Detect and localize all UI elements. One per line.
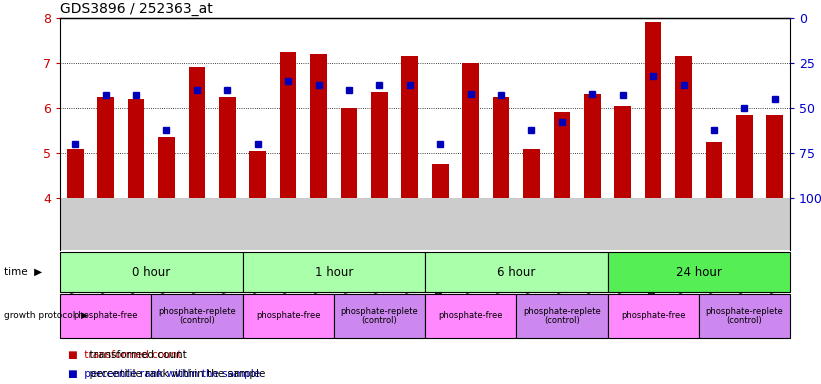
Bar xyxy=(280,52,296,198)
Bar xyxy=(341,108,357,198)
Bar xyxy=(97,97,114,198)
Bar xyxy=(242,252,425,292)
Text: phosphate-free: phosphate-free xyxy=(621,311,686,321)
Bar xyxy=(553,113,571,198)
Text: GDS3896 / 252363_at: GDS3896 / 252363_at xyxy=(60,2,213,16)
Bar xyxy=(608,294,699,338)
Bar xyxy=(493,97,509,198)
Text: time  ▶: time ▶ xyxy=(4,267,42,277)
Bar xyxy=(614,106,631,198)
Text: 24 hour: 24 hour xyxy=(676,265,722,278)
Bar xyxy=(401,56,418,198)
Bar xyxy=(462,63,479,198)
Bar xyxy=(523,149,540,198)
Bar xyxy=(705,142,722,198)
Bar xyxy=(516,294,608,338)
Text: phosphate-replete
(control): phosphate-replete (control) xyxy=(705,307,783,325)
Bar xyxy=(67,149,84,198)
Text: 1 hour: 1 hour xyxy=(314,265,353,278)
Text: ■  percentile rank within the sample: ■ percentile rank within the sample xyxy=(68,369,260,379)
Bar xyxy=(736,115,753,198)
Text: phosphate-free: phosphate-free xyxy=(73,311,138,321)
Text: phosphate-replete
(control): phosphate-replete (control) xyxy=(523,307,601,325)
Bar xyxy=(675,56,692,198)
Bar xyxy=(334,294,425,338)
Text: transformed count: transformed count xyxy=(83,350,186,360)
Bar xyxy=(242,294,334,338)
Bar xyxy=(219,97,236,198)
Bar xyxy=(425,294,516,338)
Bar xyxy=(60,294,151,338)
Text: growth protocol  ▶: growth protocol ▶ xyxy=(4,311,88,321)
Bar xyxy=(699,294,790,338)
Bar xyxy=(128,99,144,198)
Text: percentile rank within the sample: percentile rank within the sample xyxy=(83,369,265,379)
Bar xyxy=(608,252,790,292)
Bar xyxy=(189,68,205,198)
Bar xyxy=(432,164,448,198)
Text: 6 hour: 6 hour xyxy=(497,265,535,278)
Text: ■  transformed count: ■ transformed count xyxy=(68,350,181,360)
Text: phosphate-free: phosphate-free xyxy=(256,311,320,321)
Bar xyxy=(425,252,608,292)
Bar xyxy=(584,94,601,198)
Bar xyxy=(310,54,327,198)
Bar xyxy=(151,294,242,338)
Bar xyxy=(644,23,662,198)
Bar xyxy=(60,198,790,250)
Bar xyxy=(371,92,388,198)
Bar xyxy=(60,252,242,292)
Bar xyxy=(767,115,783,198)
Text: phosphate-free: phosphate-free xyxy=(438,311,503,321)
Text: phosphate-replete
(control): phosphate-replete (control) xyxy=(158,307,236,325)
Bar xyxy=(158,137,175,198)
Text: phosphate-replete
(control): phosphate-replete (control) xyxy=(341,307,418,325)
Text: 0 hour: 0 hour xyxy=(132,265,171,278)
Bar xyxy=(250,151,266,198)
